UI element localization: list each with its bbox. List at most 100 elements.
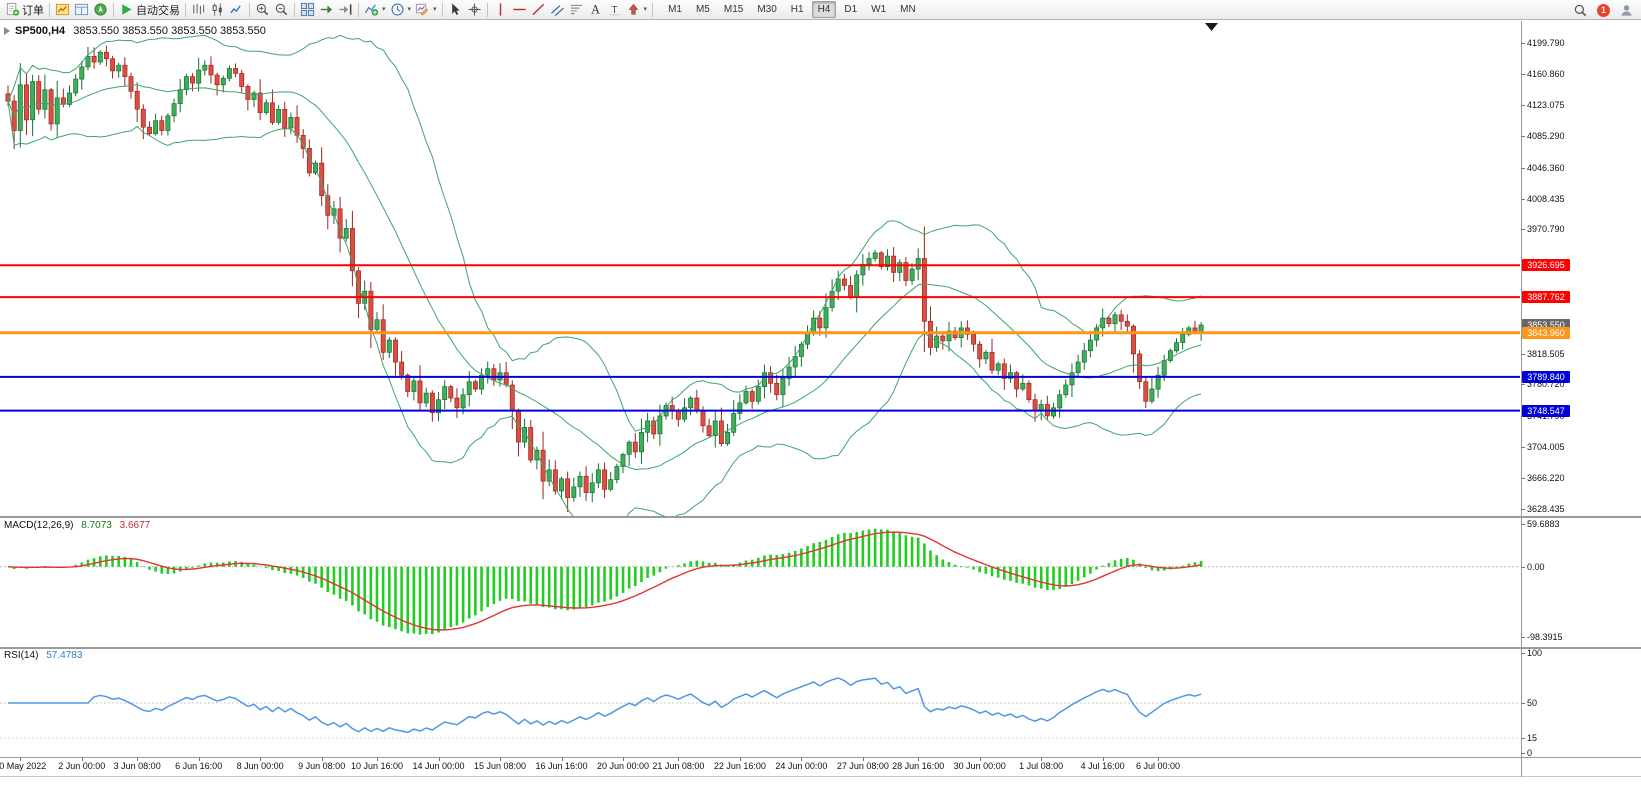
rsi-axis-label: 15: [1527, 733, 1538, 743]
time-axis-tick: [198, 757, 200, 761]
label-button[interactable]: T: [605, 1, 624, 19]
dropdown-caret-icon[interactable]: ▾: [382, 6, 386, 13]
time-axis-tick: [979, 757, 981, 761]
data-window-button[interactable]: [72, 1, 91, 19]
vertical-line-icon: [493, 2, 508, 17]
chart-ohlc-header: SP500,H4 3853.550 3853.550 3853.550 3853…: [15, 25, 266, 37]
cursor-button[interactable]: [446, 1, 465, 19]
axis-tick: [1521, 136, 1525, 137]
rsi-value: 57.4783: [46, 650, 83, 661]
timeframe-w1-button[interactable]: W1: [871, 4, 887, 15]
periods-button[interactable]: ▾: [388, 1, 414, 19]
toolbar-separator: [441, 2, 443, 17]
macd-rsi-separator[interactable]: [0, 647, 1641, 649]
time-axis-label: 1 Jul 08:00: [1019, 761, 1064, 771]
new-order-button[interactable]: 订单: [3, 1, 46, 19]
axis-tick: [1521, 74, 1525, 76]
price-axis-border: [1521, 21, 1522, 777]
timeframe-h1-button[interactable]: H1: [790, 4, 804, 15]
axis-tick: [1521, 753, 1525, 754]
indicators-button[interactable]: ▾: [362, 1, 388, 19]
new-order-label: 订单: [22, 4, 44, 17]
timeframe-h4-button[interactable]: H4: [811, 1, 837, 18]
crosshair-icon: [467, 2, 482, 17]
time-axis-label: 2 Jun 00:00: [58, 761, 106, 771]
chart-bars-button[interactable]: [189, 1, 208, 19]
timeframe-mn-button[interactable]: MN: [900, 4, 916, 15]
rsi-timeaxis-separator: [0, 757, 1641, 758]
hline-price-tag: 3748.547: [1522, 404, 1570, 417]
chart-macd-separator[interactable]: [0, 516, 1641, 518]
horizontal-line-button[interactable]: [510, 1, 529, 19]
dropdown-caret-icon[interactable]: ▾: [433, 6, 437, 13]
fibonacci-icon: [569, 2, 584, 17]
tile-windows-button[interactable]: [298, 1, 317, 19]
market-watch-button[interactable]: [53, 1, 72, 19]
vertical-line-button[interactable]: [491, 1, 510, 19]
chart-ohlc-values: 3853.550 3853.550 3853.550 3853.550: [73, 25, 266, 37]
zoom-in-button[interactable]: [253, 1, 272, 19]
toolbar: 订单 自动交易 ▾ ▾ ▾ A T ▾ M1 M5 M15 M30 H1 H4 D1 W1 MN: [0, 0, 1641, 20]
toolbar-separator: [486, 2, 488, 17]
navigator-button[interactable]: [91, 1, 110, 19]
price-axis-label: 4085.290: [1527, 131, 1565, 141]
time-axis-label: 16 Jun 16:00: [535, 761, 588, 771]
shapes-button[interactable]: ▾: [624, 1, 650, 19]
text-button[interactable]: A: [586, 1, 605, 19]
zoom-in-icon: [255, 2, 270, 17]
axis-tick: [1521, 477, 1525, 479]
timeframe-m5-button[interactable]: M5: [695, 4, 710, 15]
rsi-axis-label: 100: [1527, 648, 1543, 658]
search-button[interactable]: [1571, 1, 1590, 19]
rsi-axis-label: 50: [1527, 698, 1538, 708]
toolbar-separator: [249, 2, 250, 17]
time-axis-tick: [438, 757, 440, 761]
time-axis-tick: [561, 757, 563, 761]
time-axis-tick: [678, 757, 680, 761]
trendline-button[interactable]: [529, 1, 548, 19]
time-axis-label: 9 Jun 08:00: [298, 761, 346, 771]
dropdown-caret-icon[interactable]: ▾: [407, 6, 412, 13]
time-axis-label: 20 Jun 00:00: [596, 761, 650, 771]
toolbar-right: 1: [1571, 0, 1636, 20]
axis-tick: [1521, 566, 1525, 568]
indicators-icon: [364, 2, 379, 17]
timeframe-m15-button[interactable]: M15: [723, 4, 744, 15]
notifications-badge[interactable]: 1: [1597, 3, 1610, 17]
timeframe-m1-button[interactable]: M1: [668, 4, 682, 15]
chart-shift-icon: [338, 2, 353, 17]
axis-tick: [1521, 353, 1525, 355]
timeframe-m30-button[interactable]: M30: [757, 4, 777, 15]
fibonacci-button[interactable]: [567, 1, 586, 19]
account-button[interactable]: [1617, 1, 1636, 19]
channel-button[interactable]: [548, 1, 567, 19]
zoom-out-button[interactable]: [272, 1, 291, 19]
shapes-icon: [626, 2, 641, 17]
periods-clock-icon: [390, 2, 405, 17]
time-axis-tick: [500, 757, 501, 761]
crosshair-button[interactable]: [465, 1, 484, 19]
templates-button[interactable]: ▾: [413, 1, 439, 19]
dropdown-caret-icon[interactable]: ▾: [643, 6, 648, 13]
chart-line-button[interactable]: [227, 1, 246, 19]
time-axis-label: 3 Jun 08:00: [113, 761, 161, 771]
auto-scroll-button[interactable]: [317, 1, 336, 19]
macd-main-value: 8.7073: [81, 520, 112, 531]
autotrading-play-icon: [119, 2, 134, 17]
time-axis-tick: [862, 757, 864, 761]
timeaxis-bottom-border: [0, 776, 1641, 777]
chart-shift-button[interactable]: [336, 1, 355, 19]
time-axis-label: 22 Jun 16:00: [713, 761, 766, 771]
chart-candles-button[interactable]: [208, 1, 227, 19]
tile-windows-icon: [300, 2, 315, 17]
axis-tick: [1521, 524, 1525, 525]
axis-tick: [1521, 167, 1525, 169]
toolbar-separator: [185, 2, 186, 17]
autotrading-button[interactable]: 自动交易: [117, 1, 182, 19]
time-axis-tick: [918, 757, 920, 761]
horizontal-line-icon: [512, 2, 527, 17]
one-click-trading-toggle[interactable]: [4, 27, 10, 35]
timeframe-d1-button[interactable]: D1: [844, 4, 858, 15]
hline-price-tag: 3926.695: [1522, 259, 1570, 272]
